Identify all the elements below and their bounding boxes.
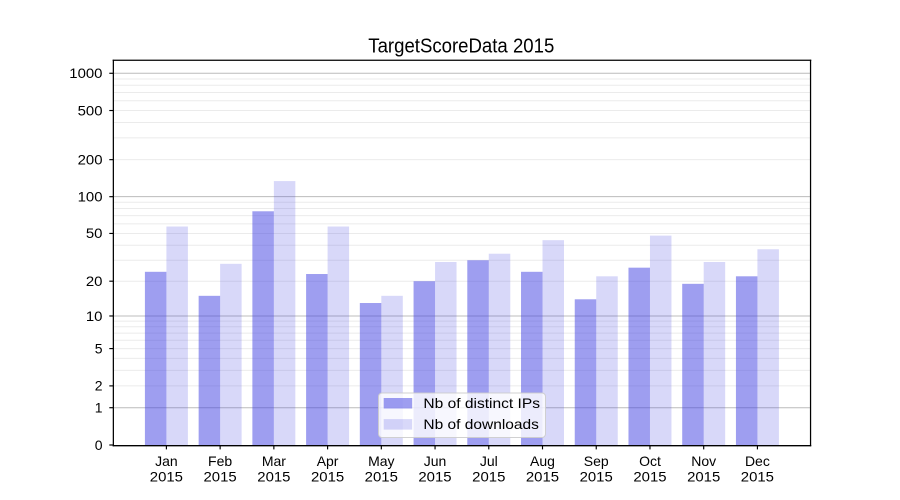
svg-text:1: 1 bbox=[95, 400, 103, 416]
svg-text:2: 2 bbox=[95, 378, 103, 394]
svg-text:10: 10 bbox=[86, 308, 103, 324]
svg-text:2015: 2015 bbox=[741, 468, 774, 484]
svg-text:Jul: Jul bbox=[480, 453, 498, 469]
svg-text:100: 100 bbox=[78, 189, 103, 205]
svg-text:2015: 2015 bbox=[311, 468, 344, 484]
svg-text:50: 50 bbox=[86, 225, 103, 241]
svg-text:Feb: Feb bbox=[208, 453, 232, 469]
svg-text:Jun: Jun bbox=[424, 453, 447, 469]
svg-text:5: 5 bbox=[95, 340, 103, 356]
svg-text:2015: 2015 bbox=[580, 468, 613, 484]
svg-text:2015: 2015 bbox=[526, 468, 559, 484]
svg-text:Nb of downloads: Nb of downloads bbox=[423, 416, 538, 432]
svg-text:Nov: Nov bbox=[691, 453, 716, 469]
svg-text:2015: 2015 bbox=[204, 468, 237, 484]
svg-text:1000: 1000 bbox=[69, 65, 102, 81]
svg-text:Oct: Oct bbox=[639, 453, 661, 469]
svg-text:TargetScoreData 2015: TargetScoreData 2015 bbox=[368, 35, 554, 58]
svg-text:2015: 2015 bbox=[687, 468, 720, 484]
svg-text:2015: 2015 bbox=[150, 468, 183, 484]
svg-text:May: May bbox=[368, 453, 394, 469]
svg-text:500: 500 bbox=[78, 102, 103, 118]
svg-text:2015: 2015 bbox=[472, 468, 505, 484]
svg-text:20: 20 bbox=[86, 273, 103, 289]
svg-text:Apr: Apr bbox=[317, 453, 339, 469]
svg-text:2015: 2015 bbox=[257, 468, 290, 484]
svg-text:Nb of distinct IPs: Nb of distinct IPs bbox=[423, 395, 540, 411]
svg-text:200: 200 bbox=[78, 152, 103, 168]
svg-text:Dec: Dec bbox=[745, 453, 770, 469]
svg-text:Aug: Aug bbox=[530, 453, 555, 469]
svg-text:Sep: Sep bbox=[584, 453, 609, 469]
svg-text:0: 0 bbox=[95, 437, 103, 453]
svg-text:2015: 2015 bbox=[633, 468, 666, 484]
svg-text:Mar: Mar bbox=[262, 453, 286, 469]
svg-text:2015: 2015 bbox=[418, 468, 451, 484]
svg-text:2015: 2015 bbox=[365, 468, 398, 484]
svg-text:Jan: Jan bbox=[155, 453, 178, 469]
